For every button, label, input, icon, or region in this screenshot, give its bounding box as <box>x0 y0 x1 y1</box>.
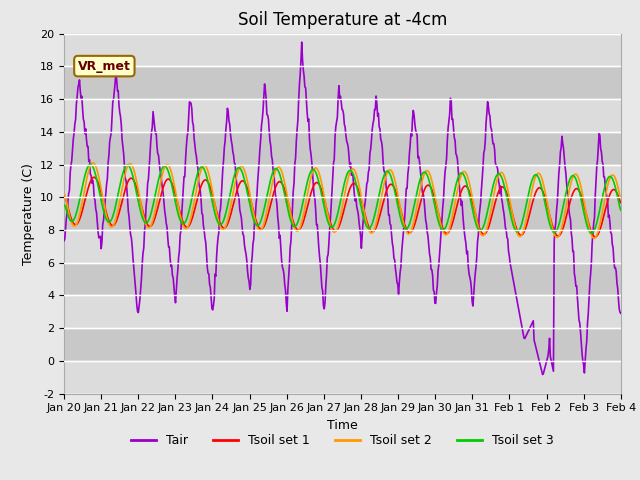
Y-axis label: Temperature (C): Temperature (C) <box>22 163 35 264</box>
Tsoil set 1 <box>70 221 78 227</box>
Line: Tair: Tair <box>64 42 621 374</box>
Title: Soil Temperature at -4cm: Soil Temperature at -4cm <box>237 11 447 29</box>
Tair <box>617 311 625 316</box>
Tsoil set 2 <box>185 222 193 228</box>
Tsoil set 3 <box>588 230 595 236</box>
Tair <box>298 39 305 45</box>
Tsoil set 3 <box>86 161 94 167</box>
Tair <box>127 235 135 241</box>
Tsoil set 2 <box>70 223 78 229</box>
Tsoil set 2 <box>214 216 222 222</box>
Tair <box>214 242 221 248</box>
Text: VR_met: VR_met <box>78 60 131 72</box>
Tsoil set 2 <box>428 175 435 180</box>
Bar <box>64 66 621 99</box>
Tsoil set 2 <box>617 195 625 201</box>
Tsoil set 1 <box>617 200 625 205</box>
Bar <box>64 295 621 328</box>
Tsoil set 2 <box>60 191 68 197</box>
Tsoil set 1 <box>428 185 435 191</box>
Tsoil set 2 <box>591 235 598 241</box>
Tair <box>70 130 78 136</box>
Bar <box>64 361 621 394</box>
Tsoil set 3 <box>428 186 435 192</box>
Tsoil set 3 <box>617 207 625 213</box>
Tsoil set 1 <box>411 221 419 227</box>
Line: Tsoil set 2: Tsoil set 2 <box>64 163 621 238</box>
Line: Tsoil set 3: Tsoil set 3 <box>64 164 621 233</box>
Tsoil set 1 <box>90 174 98 180</box>
Tsoil set 1 <box>214 214 222 220</box>
Line: Tsoil set 1: Tsoil set 1 <box>64 177 621 237</box>
Bar <box>64 230 621 263</box>
Tair <box>411 120 419 126</box>
Legend: Tair, Tsoil set 1, Tsoil set 2, Tsoil set 3: Tair, Tsoil set 1, Tsoil set 2, Tsoil se… <box>126 429 559 452</box>
Tsoil set 3 <box>214 220 222 226</box>
Tsoil set 2 <box>128 163 136 168</box>
Bar <box>64 132 621 165</box>
Tsoil set 2 <box>411 215 419 220</box>
Tsoil set 3 <box>70 216 78 222</box>
Tsoil set 3 <box>185 209 193 215</box>
Tsoil set 1 <box>185 223 193 229</box>
Bar <box>64 99 621 132</box>
Tair <box>184 129 192 135</box>
Tsoil set 2 <box>89 160 97 166</box>
Bar <box>64 34 621 66</box>
Tair <box>60 238 68 244</box>
Tsoil set 3 <box>60 202 68 208</box>
Tsoil set 3 <box>411 200 419 205</box>
Tsoil set 1 <box>60 193 68 199</box>
Bar <box>64 263 621 295</box>
Tair <box>428 266 435 272</box>
Tsoil set 1 <box>591 234 599 240</box>
Bar <box>64 328 621 361</box>
Bar <box>64 197 621 230</box>
Tsoil set 1 <box>128 176 136 181</box>
X-axis label: Time: Time <box>327 419 358 432</box>
Bar <box>64 165 621 197</box>
Tsoil set 3 <box>128 171 136 177</box>
Tair <box>539 372 547 377</box>
